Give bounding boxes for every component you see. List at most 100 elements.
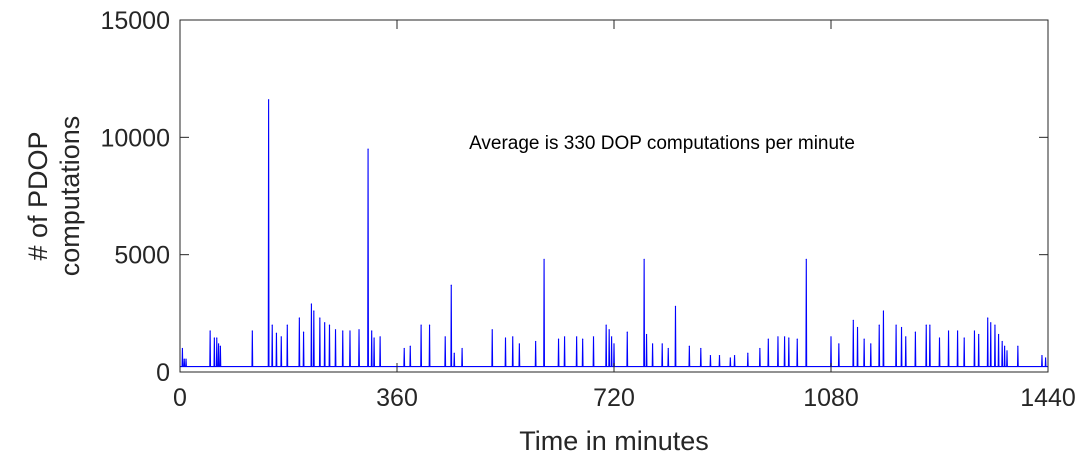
data-point [1001,340,1003,343]
data-point [978,333,980,336]
data-point [319,317,321,319]
x-tick-label: 1080 [803,384,859,412]
data-point [929,324,931,326]
tick-layer: 0 360 720 1080 1440 0 5000 10000 15000 [100,7,1075,412]
annotation-text: Average is 330 DOP computations per minu… [469,133,855,154]
data-point [213,337,215,339]
data-point [747,352,749,354]
data-point [216,337,218,339]
data-point [973,330,976,332]
data-point [796,338,798,340]
data-point [688,345,690,347]
data-point [310,303,313,305]
data-point [767,338,769,340]
data-point [461,347,463,350]
data-point [518,343,520,345]
data-point [512,336,514,338]
data-point [1041,354,1043,357]
data-point [371,330,373,332]
y-tick-label: 5000 [114,242,170,270]
data-point [185,358,187,360]
x-axis-label: Time in minutes [519,426,709,454]
x-tick-label: 720 [593,384,635,412]
data-point [914,331,916,333]
data-point [645,333,648,336]
data-point [947,330,950,332]
data-point [181,347,184,350]
data-point [582,338,584,340]
data-point [882,310,885,312]
data-point [592,336,595,338]
data-point [830,336,832,338]
data-point [453,352,455,354]
data-point [994,324,996,326]
data-point [667,347,669,350]
data-point [217,343,220,345]
data-point [268,99,270,101]
data-point [183,358,185,360]
data-point [428,324,431,326]
data-point [286,324,288,326]
data-point [373,337,375,339]
y-tick-label: 10000 [100,124,170,152]
data-point [1017,345,1019,347]
data-point [535,340,537,343]
data-point [334,329,337,331]
data-point [342,330,344,332]
data-point [997,333,1000,336]
data-point [324,322,326,324]
series-layer [180,99,1048,368]
data-point [608,329,610,331]
data-point [643,258,645,260]
data-point [856,326,859,329]
data-point [251,330,253,332]
data-point [491,329,493,331]
data-point [900,326,903,329]
data-point [783,336,786,338]
data-point [613,343,615,345]
data-point [733,354,736,357]
data-point [302,331,305,333]
data-point [367,148,369,150]
data-point [328,324,331,326]
data-point [313,310,315,312]
data-point [838,343,840,345]
data-point [938,337,941,339]
data-point [209,330,211,332]
data-point [925,324,927,326]
data-point [674,305,677,307]
data-point [543,258,545,260]
data-point [358,329,360,331]
data-point [759,347,761,350]
data-point [863,338,865,340]
data-point [990,322,992,324]
data-point [852,319,854,321]
data-point [905,336,907,338]
data-point [298,317,300,319]
data-point [1006,350,1008,352]
data-point [610,336,613,338]
data-point [661,343,663,345]
x-tick-label: 360 [376,384,418,412]
y-axis-label-line2: computations [55,116,85,277]
plot-area [180,20,1048,372]
data-point [444,336,446,338]
data-point [718,354,721,357]
data-point [895,324,897,326]
data-point [777,336,779,338]
data-point [626,331,628,333]
data-point [805,258,807,260]
data-point [379,336,381,338]
data-point [219,345,221,347]
data-point [1044,357,1047,359]
data-point [651,343,654,345]
data-point [729,357,731,359]
data-point [576,336,578,338]
data-point [403,347,405,350]
data-point [963,337,965,339]
y-tick-label: 15000 [100,7,170,35]
y-axis-label-line1: # of PDOP [23,131,53,260]
x-tick-label: 1440 [1020,384,1076,412]
y-tick-label: 0 [156,359,170,387]
